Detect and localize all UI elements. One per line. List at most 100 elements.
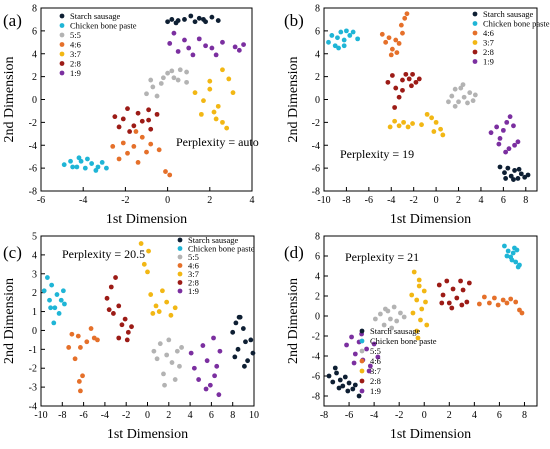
x-tick-label: 4 — [472, 410, 477, 421]
legend-label: 3:7 — [370, 366, 381, 376]
data-point — [172, 377, 178, 382]
data-point — [203, 386, 209, 392]
data-point — [138, 241, 144, 246]
data-point — [330, 379, 336, 385]
y-tick-label: -4 — [312, 141, 320, 152]
data-point — [334, 370, 339, 376]
data-point — [508, 296, 514, 302]
data-point — [58, 297, 64, 303]
y-tick-label: 6 — [315, 252, 320, 263]
data-point — [184, 79, 189, 85]
data-point — [393, 85, 399, 91]
data-point — [436, 282, 442, 288]
legend-label: 3:7 — [70, 49, 81, 59]
y-axis-label: 2nd Dimension — [286, 57, 301, 143]
data-point — [245, 358, 251, 364]
data-point — [148, 292, 154, 297]
legend-marker — [359, 358, 365, 364]
data-point — [392, 118, 398, 124]
data-point — [116, 124, 122, 130]
data-point — [403, 71, 409, 77]
legend-marker — [59, 61, 65, 66]
data-point — [190, 52, 196, 58]
legend-marker — [177, 254, 183, 260]
data-point — [217, 348, 223, 354]
data-point — [89, 161, 95, 166]
data-point — [62, 301, 67, 307]
data-point — [116, 303, 122, 309]
y-tick-label: 6 — [32, 26, 37, 37]
data-point — [232, 354, 238, 360]
data-point — [213, 52, 219, 58]
data-point — [95, 164, 101, 170]
data-point — [460, 82, 466, 88]
data-point — [175, 49, 181, 54]
data-point — [411, 269, 417, 275]
x-tick-label: -4 — [101, 410, 109, 421]
data-point — [230, 90, 236, 96]
data-point — [68, 158, 73, 164]
data-point — [182, 37, 187, 43]
data-point — [466, 280, 472, 286]
data-point — [458, 85, 464, 91]
x-tick-label: 2 — [207, 195, 212, 206]
data-point — [340, 383, 346, 389]
data-point — [129, 324, 134, 330]
data-point — [69, 331, 75, 337]
y-tick-label: 6 — [315, 26, 320, 37]
data-point — [439, 300, 445, 306]
data-point — [233, 320, 239, 326]
data-point — [48, 305, 53, 311]
data-point — [203, 43, 208, 49]
y-tick-label: -8 — [312, 392, 320, 403]
legend-marker — [472, 30, 478, 36]
data-point — [507, 114, 513, 120]
legend-marker — [472, 49, 478, 55]
y-tick-label: -8 — [29, 187, 37, 198]
data-point — [139, 118, 145, 124]
data-point — [440, 132, 446, 138]
data-point — [209, 14, 215, 20]
x-axis-label: 1st Dimension — [390, 427, 471, 442]
data-point — [169, 17, 175, 22]
data-point — [391, 304, 397, 310]
data-point — [452, 86, 458, 92]
x-axis-label: 1st Dimension — [107, 427, 188, 442]
data-point — [106, 307, 112, 313]
legend-marker — [59, 32, 65, 38]
data-point — [156, 147, 162, 153]
data-point — [214, 363, 220, 369]
legend-label: Starch sausage — [483, 9, 534, 19]
y-tick-label: 2 — [32, 72, 37, 83]
data-point — [335, 35, 340, 41]
data-point — [402, 15, 408, 21]
data-point — [388, 316, 393, 322]
y-tick-label: 4 — [32, 250, 37, 261]
data-point — [355, 36, 361, 42]
data-point — [160, 75, 166, 81]
data-point — [494, 124, 500, 130]
data-point — [423, 299, 428, 305]
data-point — [192, 90, 198, 96]
data-point — [144, 91, 149, 97]
legend-marker — [177, 271, 183, 277]
data-point — [174, 348, 180, 354]
data-point — [165, 70, 171, 76]
y-tick-label: 4 — [315, 272, 320, 283]
data-point — [230, 329, 236, 335]
data-point — [344, 342, 349, 348]
data-point — [516, 166, 522, 172]
data-point — [76, 379, 82, 384]
data-point — [125, 150, 130, 156]
x-tick-label: 2 — [447, 410, 452, 421]
data-point — [168, 312, 174, 318]
y-tick-label: 0 — [32, 326, 37, 337]
data-point — [416, 283, 422, 289]
data-point — [184, 69, 189, 75]
data-point — [207, 78, 213, 84]
data-point — [74, 164, 80, 170]
x-tick-label: 2 — [456, 195, 461, 206]
legend-marker — [472, 40, 478, 45]
data-point — [449, 305, 455, 311]
y-tick-label: 3 — [32, 269, 37, 280]
